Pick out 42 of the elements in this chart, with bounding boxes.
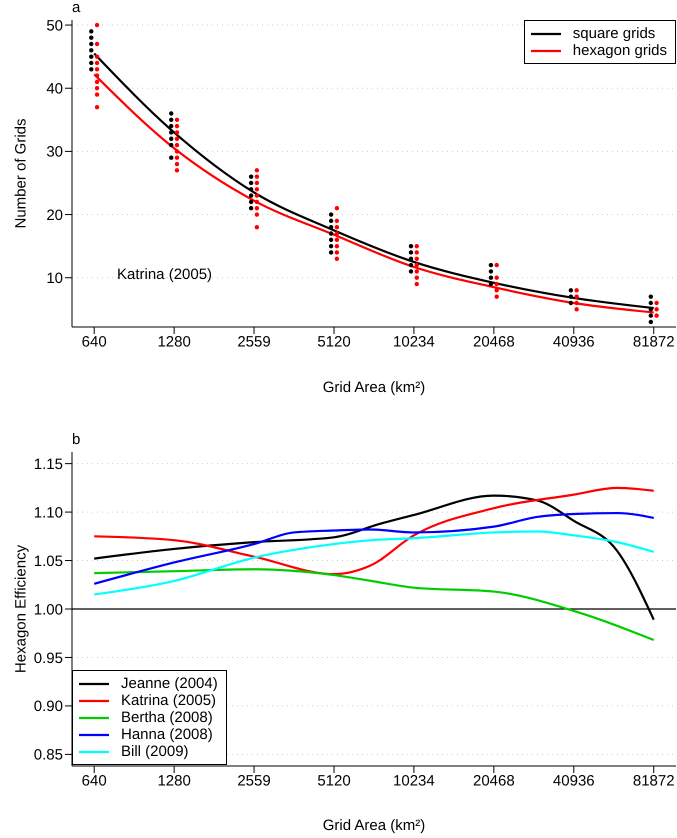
legend-label: Katrina (2005): [121, 692, 216, 709]
x-tick-label: 40936: [552, 772, 595, 790]
y-axis-title: Number of Grids: [12, 118, 30, 229]
legend-label: Bill (2009): [121, 743, 189, 760]
x-tick-label: 640: [82, 772, 107, 790]
legend-label: square grids: [572, 25, 656, 42]
legend-label: Hanna (2008): [121, 726, 213, 743]
y-tick-label: 1.05: [34, 552, 63, 570]
x-axis-title: Grid Area (km²): [322, 817, 426, 834]
y-tick-label: 20: [46, 206, 63, 224]
x-tick-label: 10234: [393, 772, 435, 790]
y-tick-label: 30: [46, 144, 63, 161]
y-tick-label: 0.90: [34, 698, 63, 716]
y-tick-label: 0.95: [34, 650, 63, 667]
x-tick-label: 1280: [157, 334, 191, 351]
y-axis-title: Hexagon Efficiency: [12, 544, 30, 674]
x-tick-label: 2559: [237, 772, 271, 790]
chart-title: b: [72, 431, 80, 448]
y-tick-label: 1.15: [34, 456, 63, 473]
y-tick-label: 1.10: [34, 504, 63, 522]
annotation: Katrina (2005): [117, 266, 212, 283]
x-tick-label: 40936: [552, 334, 595, 351]
x-tick-label: 5120: [317, 334, 351, 351]
x-tick-label: 20468: [472, 772, 515, 790]
legend-label: hexagon grids: [572, 42, 667, 59]
x-tick-label: 5120: [317, 772, 351, 790]
chart-title: a: [72, 0, 80, 16]
y-tick-label: 40: [46, 80, 63, 98]
x-tick-label: 640: [82, 334, 107, 351]
y-tick-label: 10: [46, 270, 63, 288]
x-tick-label: 1280: [157, 772, 191, 790]
x-tick-label: 81872: [632, 334, 675, 351]
x-tick-label: 81872: [632, 772, 675, 790]
x-axis-title: Grid Area (km²): [322, 379, 426, 396]
x-tick-label: 10234: [393, 334, 435, 351]
x-tick-label: 20468: [472, 334, 515, 351]
legend-label: Bertha (2008): [121, 709, 213, 726]
y-tick-label: 50: [46, 17, 63, 34]
y-tick-label: 1.00: [34, 601, 63, 618]
x-tick-label: 2559: [237, 334, 271, 351]
y-tick-label: 0.85: [34, 746, 63, 764]
legend-label: Jeanne (2004): [121, 675, 218, 692]
